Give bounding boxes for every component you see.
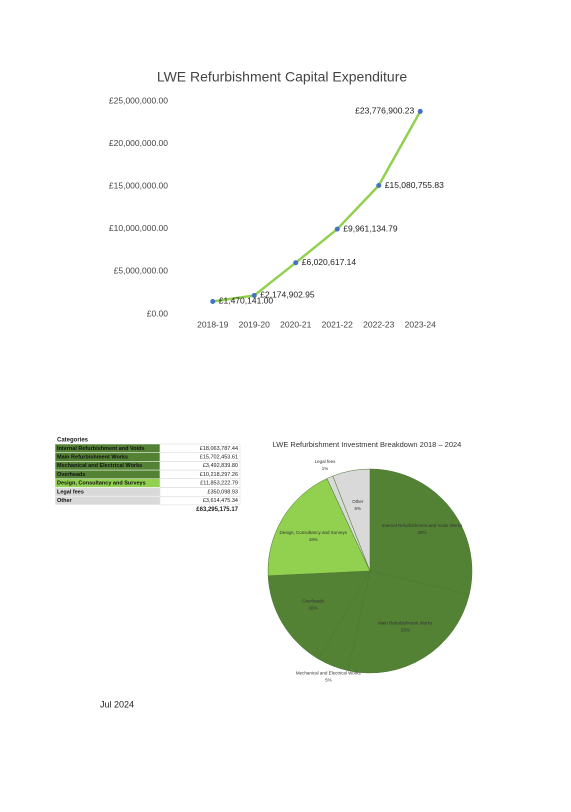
- y-tick-label: £5,000,000.00: [114, 266, 169, 276]
- table-amount: £3,614,475.34: [203, 498, 238, 504]
- y-tick-label: £20,000,000.00: [109, 138, 168, 148]
- table-cell: [159, 496, 241, 506]
- x-tick-label: 2018-19: [197, 319, 228, 329]
- value-label: £1,470,141.00: [219, 296, 274, 306]
- value-label: £9,961,134.79: [343, 223, 398, 233]
- table-amount: £11,853,222.79: [200, 481, 238, 487]
- x-tick-label: 2021-22: [322, 319, 353, 329]
- slice-value-label: 19%: [309, 537, 318, 542]
- table-amount: £3,492,839.80: [203, 463, 238, 469]
- slice-label: Mechanical and Electrical Works: [296, 671, 362, 676]
- table-amount: £18,063,787.44: [200, 446, 238, 452]
- table-category: Design, Consultancy and Surveys: [57, 481, 146, 487]
- slice-label: Legal fees: [315, 459, 337, 464]
- marker: [334, 226, 340, 232]
- marker: [251, 292, 257, 298]
- slice-value-label: 1%: [322, 466, 329, 471]
- slice-value-label: 25%: [401, 627, 410, 632]
- value-label: £6,020,617.14: [302, 257, 357, 267]
- value-label: £15,080,755.83: [385, 180, 444, 190]
- y-tick-label: £0.00: [147, 308, 169, 318]
- slice-value-label: 16%: [309, 606, 318, 611]
- table-category: Other: [57, 498, 73, 504]
- table-category: Overheads: [57, 472, 85, 478]
- slice-value-label: 5%: [325, 678, 332, 683]
- x-tick-label: 2023-24: [405, 319, 436, 329]
- table-category: Mechanical and Electrical Works: [57, 463, 142, 469]
- marker: [376, 183, 382, 189]
- slice-label: Design, Consultancy and Surveys: [280, 530, 348, 535]
- pie-slice: [347, 570, 470, 674]
- x-tick-label: 2019-20: [239, 319, 270, 329]
- table-category: Legal fees: [57, 489, 84, 495]
- table-total: £63,295,175.17: [196, 507, 238, 513]
- y-tick-label: £25,000,000.00: [109, 95, 168, 105]
- value-label: £2,174,902.95: [260, 290, 315, 300]
- pie-slice: [267, 570, 371, 660]
- slice-value-label: 6%: [354, 506, 361, 511]
- date: Jul 2024: [100, 699, 134, 709]
- marker: [293, 260, 299, 266]
- slice-value-label: 29%: [418, 530, 427, 535]
- pie-slice: [369, 468, 473, 595]
- chart-title: LWE Refurbishment Investment Breakdown 2…: [273, 440, 462, 449]
- pie-slice: [267, 478, 371, 577]
- x-tick-label: 2022-23: [363, 319, 394, 329]
- table-category: Internal Refurbishment and Voids: [57, 446, 145, 452]
- y-tick-label: £15,000,000.00: [109, 180, 168, 190]
- table-amount: £10,218,297.26: [200, 472, 238, 478]
- slice-label: Main Refurbishment Works: [378, 620, 433, 625]
- line: [212, 110, 422, 303]
- marker: [210, 298, 216, 304]
- slice-label: Other: [352, 499, 364, 504]
- table-amount: £350,098.93: [207, 489, 238, 495]
- slice-label: Internal Refurbishment and Voids Works: [382, 523, 463, 528]
- marker: [417, 108, 423, 114]
- chart-title: LWE Refurbishment Capital Expenditure: [157, 69, 408, 85]
- table-category: Main Refurbishment Works: [57, 455, 128, 461]
- y-tick-label: £10,000,000.00: [109, 223, 168, 233]
- pie-slice: [332, 468, 371, 572]
- table-amount: £15,702,453.61: [200, 455, 238, 461]
- table-header: Categories: [57, 438, 89, 444]
- value-label: £23,776,900.23: [355, 106, 414, 116]
- slice-label: Overheads: [302, 599, 325, 604]
- x-tick-label: 2020-21: [280, 319, 311, 329]
